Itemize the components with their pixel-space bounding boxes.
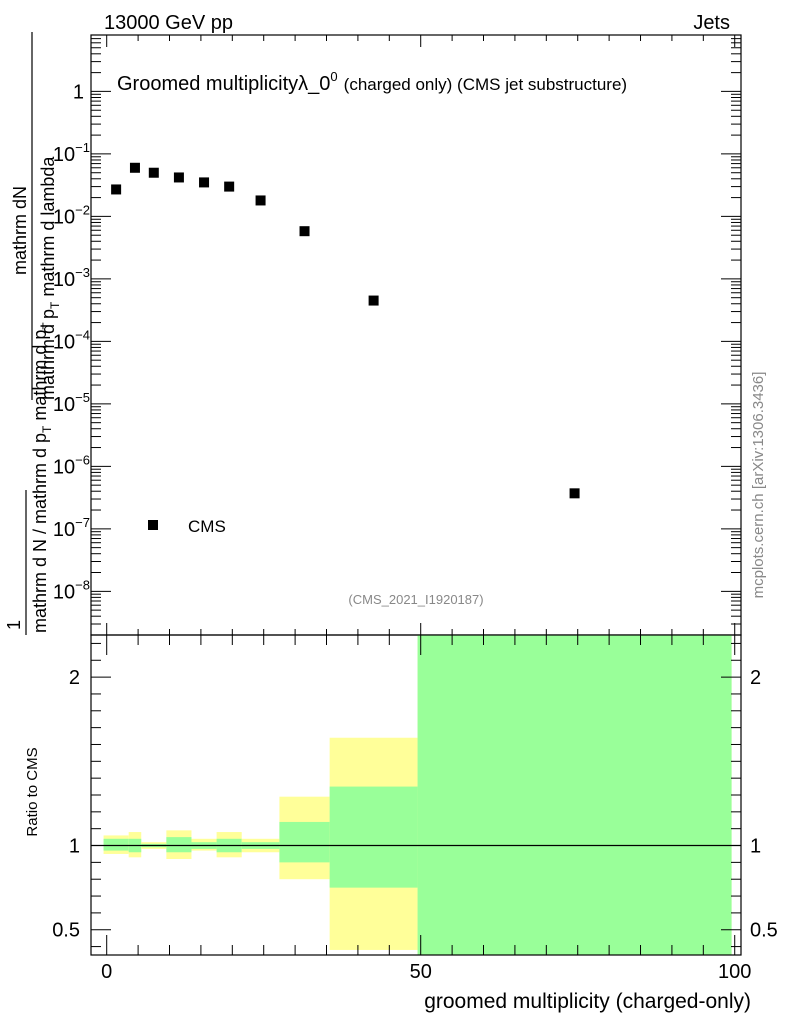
ratio-bands bbox=[103, 635, 732, 955]
data-point bbox=[111, 184, 122, 195]
ratio-x-tick-labels: 0 50 100 bbox=[101, 961, 751, 983]
ylabel-prefactor-numerator: 1 bbox=[4, 620, 24, 630]
ratio-band-green bbox=[417, 635, 732, 955]
ratio-y-tick-label: 0.5 bbox=[52, 920, 80, 942]
ratio-band-green bbox=[329, 786, 418, 888]
main-panel: 1 10−1 10−2 10−3 10−4 10−5 10−6 10−7 10−8 Groome… bbox=[53, 34, 742, 636]
ylabel-prefactor-denominator: mathrm d N / mathrm d pT mathrm d pT bbox=[30, 322, 54, 633]
ratio-y-tick-label: 1 bbox=[69, 836, 80, 858]
plot-title: Groomed multiplicityλ_00 (charged only) (… bbox=[117, 69, 627, 95]
data-point bbox=[173, 172, 184, 183]
main-y-tick-labels: 1 10−1 10−2 10−3 10−4 10−5 10−6 10−7 10−8 bbox=[53, 81, 90, 603]
main-y-tick-label: 10−2 bbox=[53, 202, 90, 228]
header-left: 13000 GeV pp bbox=[104, 12, 233, 34]
ratio-band-green bbox=[166, 837, 192, 853]
main-y-tick-label: 1 bbox=[73, 81, 84, 103]
data-point bbox=[129, 162, 140, 173]
main-y-tick-label: 10−1 bbox=[53, 140, 90, 166]
main-y-tick-label: 10−5 bbox=[53, 390, 90, 416]
ratio-y-tick-label: 1 bbox=[750, 836, 761, 858]
data-point bbox=[148, 167, 159, 178]
data-point bbox=[199, 177, 210, 188]
data-point bbox=[255, 195, 266, 206]
ratio-panel: 0.5 1 2 0.5 1 2 0 50 100 bbox=[52, 634, 778, 983]
ylabel-denominator: mathrm d pT mathrm d lambda bbox=[38, 156, 62, 400]
ratio-y-tick-labels-left: 0.5 1 2 bbox=[52, 667, 80, 942]
main-y-tick-label: 10−4 bbox=[53, 327, 90, 353]
plot-title-suffix: (charged only) (CMS jet substructure) bbox=[344, 75, 627, 94]
data-point bbox=[569, 488, 580, 499]
legend-marker-cms bbox=[148, 520, 158, 530]
plot-title-sup: 0 bbox=[330, 69, 337, 84]
main-y-tick-label: 10−6 bbox=[53, 452, 90, 478]
x-axis-label: groomed multiplicity (charged-only) bbox=[424, 990, 751, 1013]
x-tick-label: 50 bbox=[410, 961, 432, 983]
ylabel-numerator: mathrm dN bbox=[10, 186, 30, 275]
main-y-tick-label: 10−8 bbox=[53, 577, 90, 603]
ratio-y-tick-label: 0.5 bbox=[750, 920, 778, 942]
analysis-annotation: (CMS_2021_I1920187) bbox=[348, 592, 483, 607]
data-point bbox=[299, 226, 310, 237]
main-frame bbox=[90, 34, 742, 636]
main-y-axis-label: 1 mathrm d N / mathrm d pT mathrm d pT m… bbox=[4, 32, 62, 635]
ratio-band-green bbox=[103, 838, 129, 851]
data-point bbox=[368, 295, 379, 306]
plot-title-main: Groomed multiplicityλ_0 bbox=[117, 73, 330, 95]
main-y-tick-label: 10−3 bbox=[53, 265, 90, 291]
ratio-y-tick-labels-right: 0.5 1 2 bbox=[750, 667, 778, 942]
ratio-band-green bbox=[279, 821, 330, 863]
x-tick-label: 0 bbox=[101, 961, 112, 983]
main-data-points bbox=[111, 162, 580, 499]
ratio-ticks bbox=[91, 635, 741, 955]
ratio-y-axis-label: Ratio to CMS bbox=[24, 747, 41, 836]
legend-label-cms: CMS bbox=[188, 517, 226, 536]
header-right: Jets bbox=[693, 12, 730, 34]
watermark: mcplots.cern.ch [arXiv:1306.3436] bbox=[750, 372, 767, 599]
main-y-tick-label: 10−7 bbox=[53, 515, 90, 541]
x-tick-label: 100 bbox=[718, 961, 751, 983]
ratio-y-tick-label: 2 bbox=[750, 667, 761, 689]
ratio-y-tick-label: 2 bbox=[69, 667, 80, 689]
main-ticks bbox=[91, 34, 741, 636]
data-point bbox=[224, 181, 235, 192]
